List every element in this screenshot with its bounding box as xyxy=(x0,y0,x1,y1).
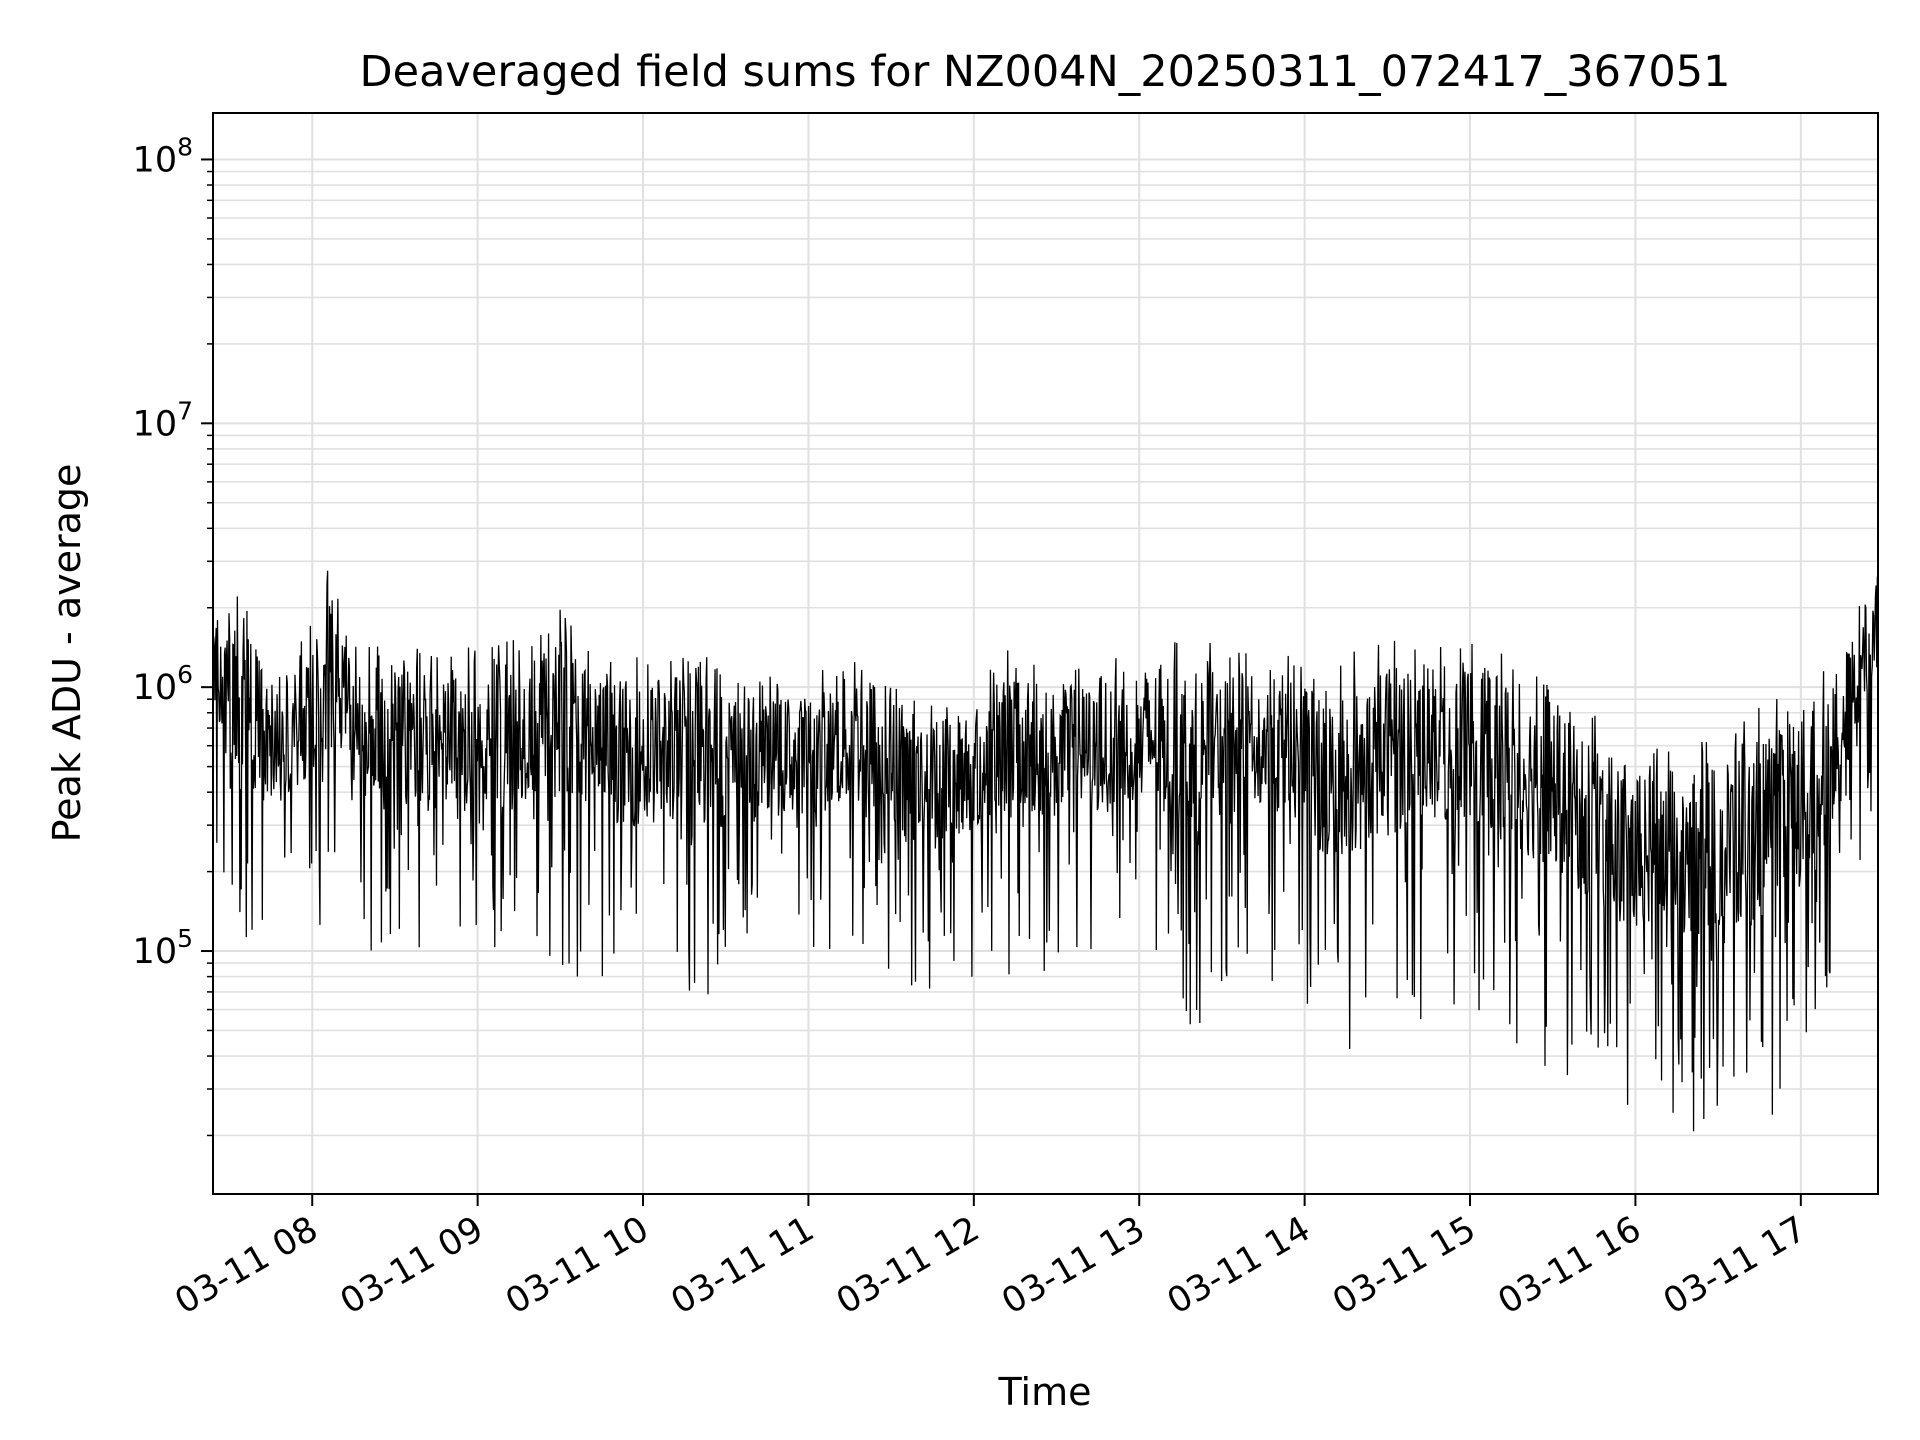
plot-area-background xyxy=(213,113,1878,1194)
y-axis-label: Peak ADU - average xyxy=(45,464,89,843)
series-path xyxy=(212,570,1879,1132)
y-axis-ticks: 105 106 107 108 xyxy=(133,132,213,1137)
y-tick-label: 108 xyxy=(133,132,193,180)
y-tick-label: 106 xyxy=(133,660,193,708)
series-line xyxy=(212,570,1879,1132)
x-axis-label: Time xyxy=(998,1370,1092,1414)
y-tick-label: 107 xyxy=(133,396,193,444)
plot-frame xyxy=(212,112,1879,1195)
y-tick-label: 105 xyxy=(133,924,193,972)
grid-lines xyxy=(213,113,1878,1194)
chart-title: Deaveraged field sums for NZ004N_2025031… xyxy=(360,47,1731,97)
